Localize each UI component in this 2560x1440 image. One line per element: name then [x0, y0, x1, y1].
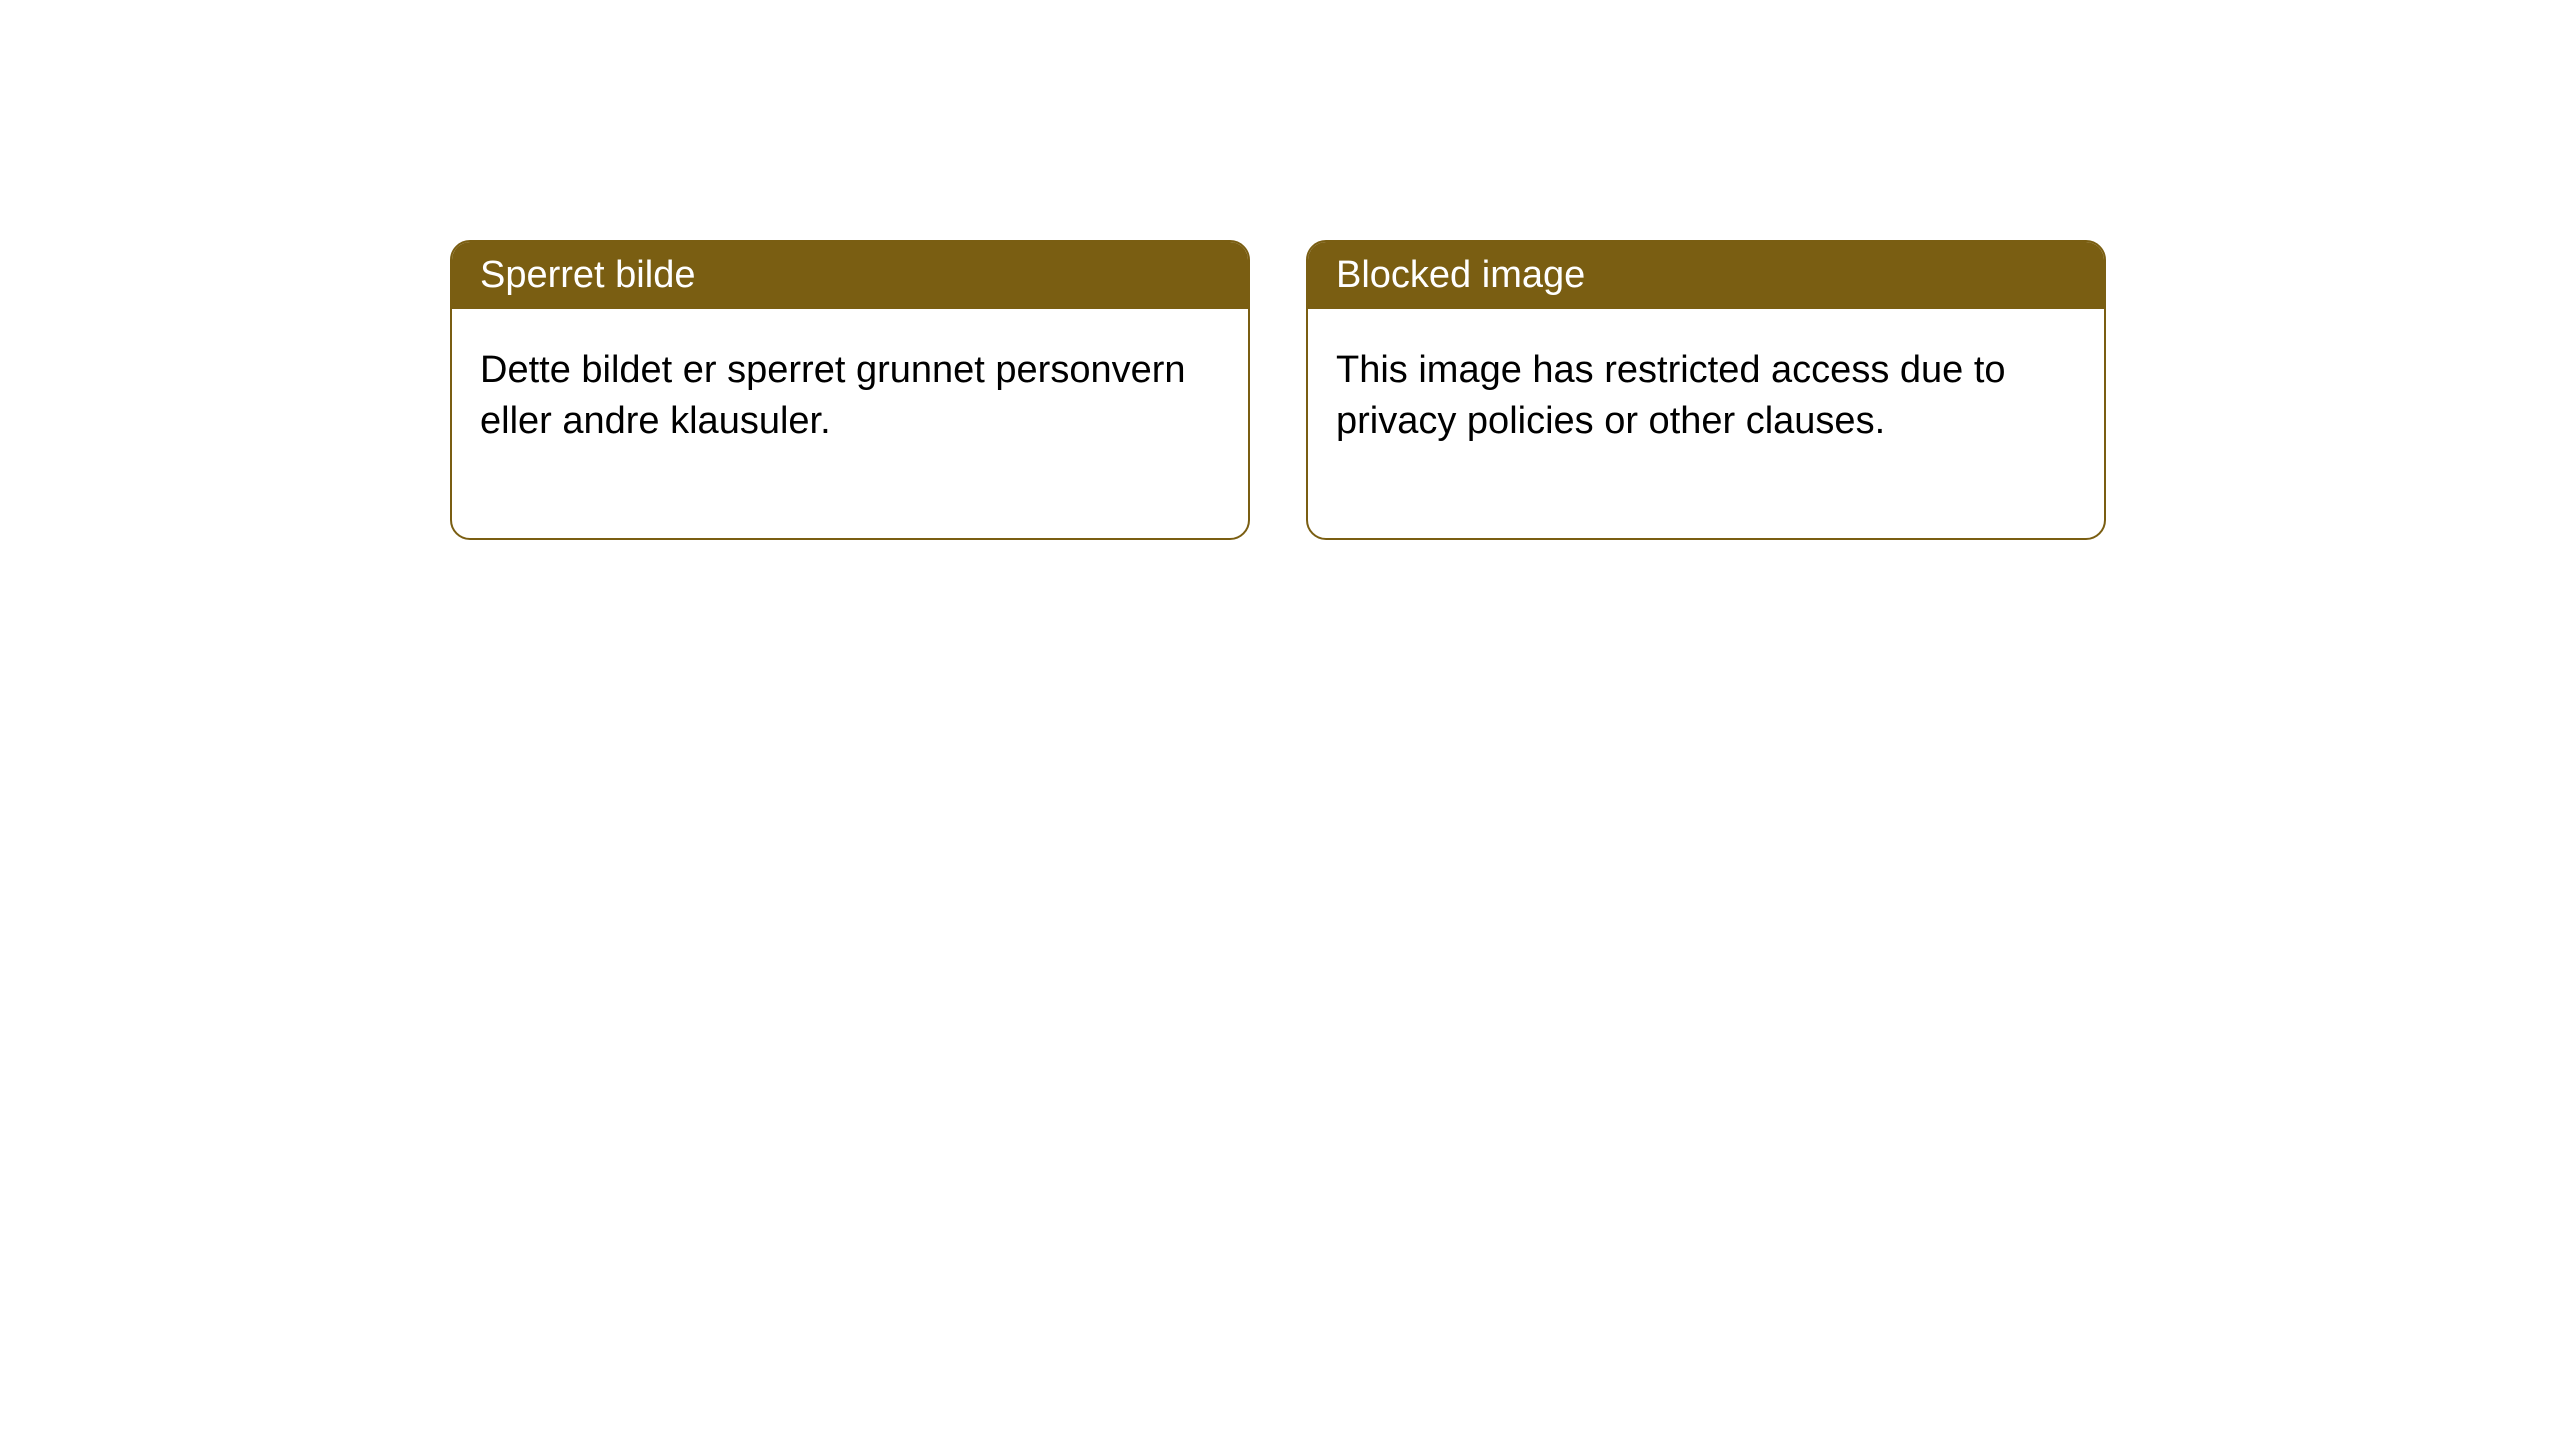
- card-header: Sperret bilde: [452, 242, 1248, 309]
- notice-container: Sperret bilde Dette bildet er sperret gr…: [450, 240, 2106, 540]
- notice-card-english: Blocked image This image has restricted …: [1306, 240, 2106, 540]
- notice-card-norwegian: Sperret bilde Dette bildet er sperret gr…: [450, 240, 1250, 540]
- card-header: Blocked image: [1308, 242, 2104, 309]
- card-body: This image has restricted access due to …: [1308, 309, 2104, 538]
- card-body: Dette bildet er sperret grunnet personve…: [452, 309, 1248, 538]
